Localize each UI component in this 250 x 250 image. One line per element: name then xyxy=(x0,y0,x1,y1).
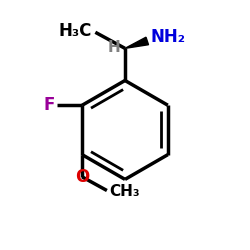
Text: H₃C: H₃C xyxy=(58,22,92,40)
Text: CH₃: CH₃ xyxy=(109,184,140,199)
Text: O: O xyxy=(75,168,89,186)
Text: F: F xyxy=(44,96,55,114)
Polygon shape xyxy=(125,37,148,48)
Text: NH₂: NH₂ xyxy=(151,28,186,46)
Text: H: H xyxy=(107,40,120,55)
